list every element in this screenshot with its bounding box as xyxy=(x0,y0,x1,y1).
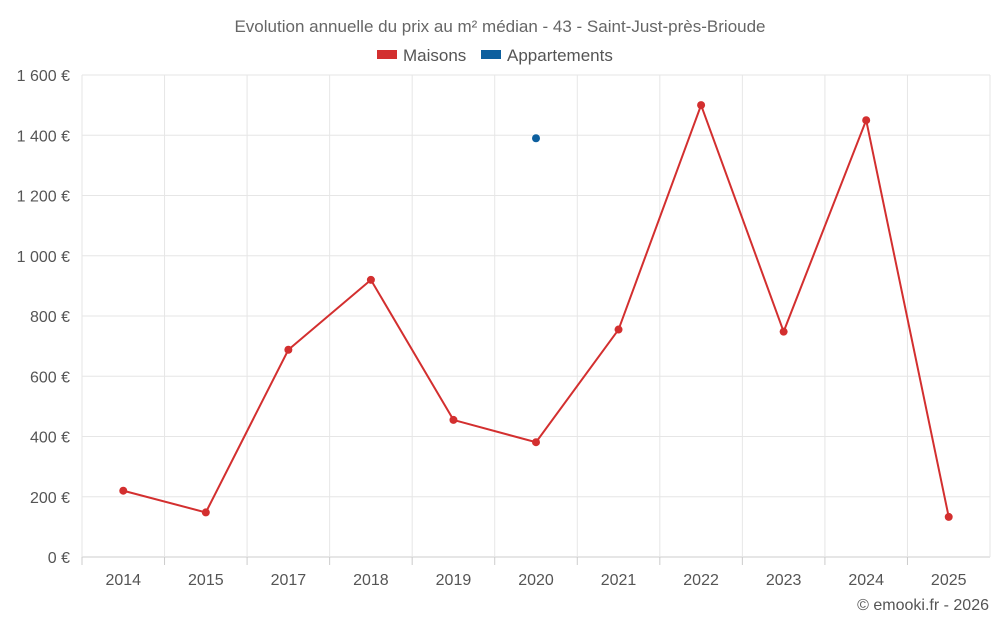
legend: Maisons Appartements xyxy=(377,46,613,65)
y-axis-ticks: 0 € 200 € 400 € 600 € 800 € 1 000 € 1 200 € 1 4… xyxy=(17,68,70,567)
legend-swatch-maisons xyxy=(377,50,397,59)
x-tick-label: 2017 xyxy=(271,572,307,589)
x-tick-label: 2022 xyxy=(683,572,719,589)
y-tick-label: 800 € xyxy=(30,309,70,326)
data-point-maisons-2014[interactable] xyxy=(119,486,128,495)
x-axis-ticks: 2014 2015 2017 2018 2019 2020 2021 2022 2023 2024… xyxy=(81,557,967,589)
data-point-maisons-2022[interactable] xyxy=(697,101,706,110)
y-tick-label: 1 600 € xyxy=(17,68,70,85)
x-tick-label: 2015 xyxy=(188,572,224,589)
gridlines xyxy=(81,74,991,565)
legend-swatch-appartements xyxy=(481,50,501,59)
data-point-maisons-2018[interactable] xyxy=(366,275,375,284)
chart-title: Evolution annuelle du prix au m² médian … xyxy=(234,17,765,36)
legend-item-appartements[interactable]: Appartements xyxy=(481,46,613,65)
x-tick-label: 2024 xyxy=(848,572,884,589)
x-tick-label: 2023 xyxy=(766,572,802,589)
legend-item-maisons[interactable]: Maisons xyxy=(377,46,466,65)
series xyxy=(119,101,953,521)
y-tick-label: 600 € xyxy=(30,369,70,386)
data-point-maisons-2020[interactable] xyxy=(532,438,540,447)
y-tick-label: 200 € xyxy=(30,490,70,507)
legend-label-maisons: Maisons xyxy=(403,46,466,65)
data-point-maisons-2023[interactable] xyxy=(779,327,788,336)
data-point-maisons-2025[interactable] xyxy=(944,512,953,521)
y-tick-label: 400 € xyxy=(30,430,70,447)
x-tick-label: 2021 xyxy=(601,572,637,589)
data-point-maisons-2015[interactable] xyxy=(201,508,210,517)
data-point-maisons-2019[interactable] xyxy=(449,415,458,424)
x-tick-label: 2025 xyxy=(931,572,967,589)
legend-label-appartements: Appartements xyxy=(507,46,613,65)
x-tick-label: 2020 xyxy=(518,572,554,589)
data-point-maisons-2017[interactable] xyxy=(284,345,293,354)
x-tick-label: 2018 xyxy=(353,572,389,589)
y-tick-label: 1 400 € xyxy=(17,128,70,145)
data-point-maisons-2021[interactable] xyxy=(614,325,623,334)
y-tick-label: 1 200 € xyxy=(17,189,70,206)
y-tick-label: 0 € xyxy=(48,550,70,567)
x-tick-label: 2014 xyxy=(105,572,141,589)
data-point-appartements-2020[interactable] xyxy=(532,134,540,143)
y-tick-label: 1 000 € xyxy=(17,249,70,266)
data-point-maisons-2024[interactable] xyxy=(862,116,871,125)
x-tick-label: 2019 xyxy=(436,572,472,589)
credit: © emooki.fr - 2026 xyxy=(857,597,989,614)
